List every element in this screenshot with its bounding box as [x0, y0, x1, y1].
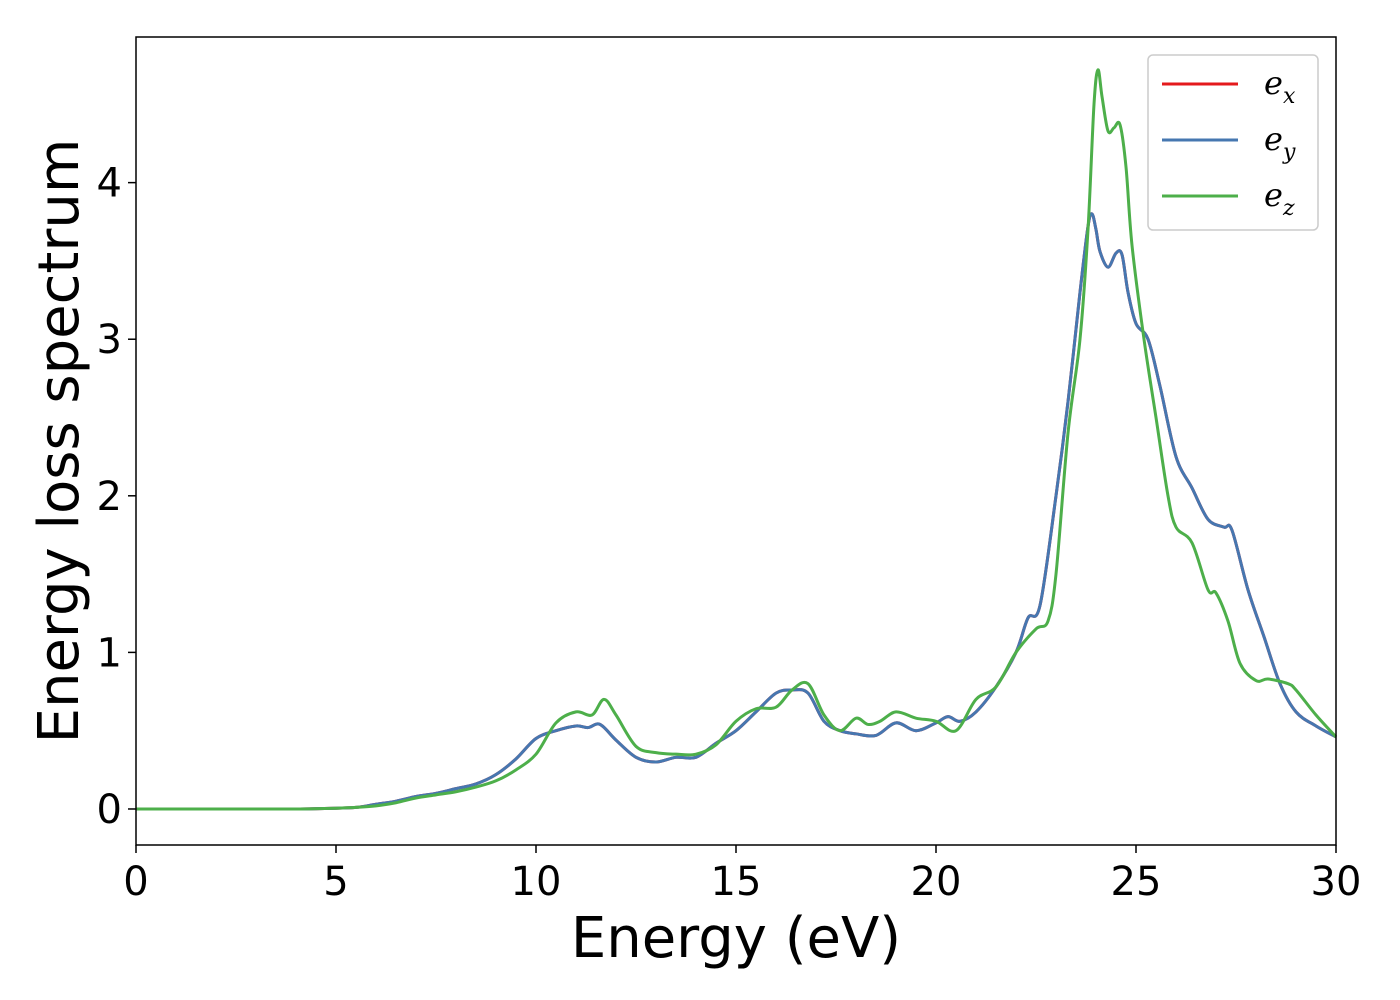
y-axis-label: Energy loss spectrum [27, 139, 92, 744]
x-tick-label: 15 [711, 859, 762, 905]
legend-label-ex: ex [1264, 64, 1296, 109]
series-line-ey [136, 212, 1337, 811]
x-tick-label: 0 [123, 859, 148, 905]
x-axis-ticks: 0 5 10 15 20 25 30 [123, 845, 1361, 905]
x-tick-label: 10 [511, 859, 562, 905]
y-tick-label: 4 [97, 161, 122, 207]
series-lines [136, 68, 1338, 811]
x-tick-label: 20 [911, 859, 962, 905]
y-tick-label: 0 [97, 787, 122, 833]
x-tick-label: 5 [323, 859, 348, 905]
x-axis-label: Energy (eV) [571, 906, 901, 971]
legend-box [1147, 54, 1319, 231]
y-tick-label: 1 [97, 630, 122, 676]
series-line-ez [136, 68, 1338, 811]
x-tick-label: 30 [1311, 859, 1362, 905]
y-tick-label: 3 [97, 317, 122, 363]
y-tick-label: 2 [97, 474, 122, 520]
x-tick-label: 25 [1111, 859, 1162, 905]
y-axis-ticks: 0 1 2 3 4 [97, 161, 136, 833]
